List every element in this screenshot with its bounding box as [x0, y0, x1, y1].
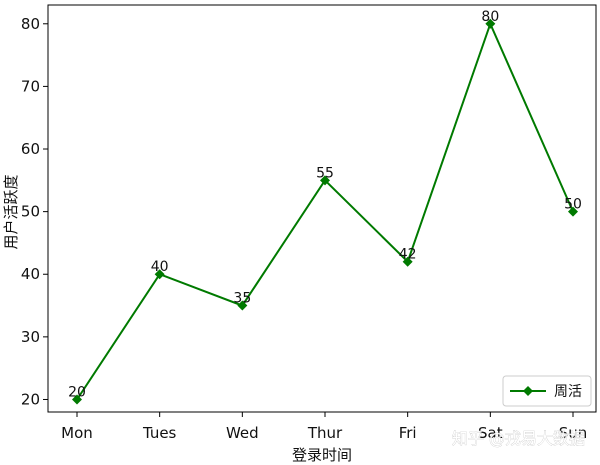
- data-label: 40: [151, 259, 169, 275]
- data-label-layer: 20 40 35 55 42 80 50: [68, 9, 582, 401]
- legend-marker-swatch: [523, 386, 533, 396]
- y-tick-label: 60: [21, 140, 40, 158]
- data-label: 80: [481, 9, 499, 25]
- data-label: 20: [68, 384, 86, 400]
- x-tick-label: Sun: [559, 424, 588, 442]
- x-tick-label: Thur: [307, 424, 343, 442]
- legend: 周活: [502, 375, 592, 407]
- legend-entry-label: 周活: [554, 384, 582, 400]
- data-label: 55: [316, 165, 334, 181]
- x-tick-label: Fri: [399, 424, 417, 442]
- plot-area-frame: [47, 4, 597, 413]
- data-point-marker: [485, 18, 496, 29]
- watermark-text: 知乎 @戎易大数据: [452, 429, 585, 448]
- series-line: [76, 21, 574, 401]
- data-point-marker: [154, 269, 165, 280]
- x-tick-label: Sat: [478, 424, 503, 442]
- x-tick-label: Tues: [142, 424, 177, 442]
- data-label: 42: [399, 247, 417, 263]
- x-axis-title: 登录时间: [292, 446, 352, 464]
- legend-box: [502, 375, 592, 407]
- x-axis: Mon Tues Wed Thur Fri Sat Sun: [61, 412, 587, 442]
- data-point-marker: [237, 300, 248, 311]
- y-axis-title: 用户活跃度: [2, 174, 20, 249]
- data-label: 50: [564, 197, 582, 213]
- y-tick-label: 30: [21, 328, 40, 346]
- y-axis: 20 30 40 50 60 70 80: [21, 15, 48, 408]
- series-layer: [72, 18, 578, 405]
- data-point-marker: [320, 175, 330, 186]
- x-tick-label: Mon: [61, 424, 93, 442]
- y-tick-label: 70: [21, 77, 40, 95]
- y-tick-label: 20: [21, 390, 40, 408]
- y-tick-label: 80: [21, 15, 40, 33]
- y-tick-label: 50: [21, 203, 40, 221]
- x-tick-label: Wed: [226, 424, 259, 442]
- data-label: 35: [233, 291, 251, 307]
- y-tick-label: 40: [21, 265, 40, 283]
- data-point-marker: [402, 256, 413, 267]
- data-point-marker: [568, 206, 578, 217]
- data-point-marker: [72, 394, 82, 405]
